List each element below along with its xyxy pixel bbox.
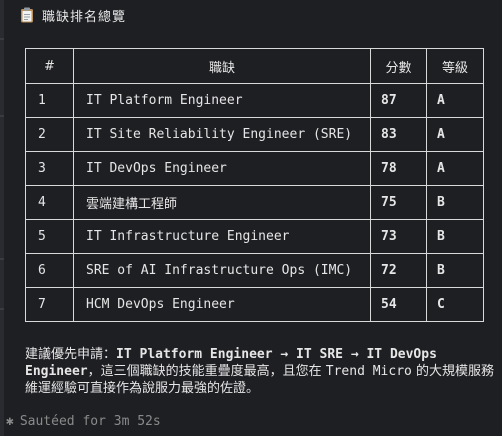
row-role: 雲端建構工程師 [73,185,371,220]
recommendation-text: 建議優先申請：IT Platform Engineer → IT SRE → I… [25,346,495,397]
section-header: 職缺排名總覽 [20,4,126,26]
table-row: 3 IT DevOps Engineer 78 A [25,151,484,186]
table-row: 7 HCM DevOps Engineer 54 C [25,287,484,322]
row-number: 1 [25,83,74,118]
edge-tick [0,258,4,260]
column-header-grade: 等級 [426,48,484,84]
column-header-role: 職缺 [73,48,371,84]
row-number: 4 [25,185,74,220]
edge-tick [0,38,4,40]
table-row: 2 IT Site Reliability Engineer (SRE) 83 … [25,117,484,152]
row-grade: A [426,117,484,152]
row-role: IT Site Reliability Engineer (SRE) [73,117,371,152]
status-text: Sautéed for 3m 52s [19,414,161,429]
row-number: 5 [25,219,74,254]
table-row: 4 雲端建構工程師 75 B [25,185,484,220]
status-footer: ✱ Sautéed for 3m 52s [6,414,161,429]
row-number: 3 [25,151,74,186]
row-score: 72 [370,253,427,288]
edge-tick [0,115,4,117]
row-role: IT Platform Engineer [73,83,371,118]
row-grade: C [426,287,484,322]
recommendation-path: IT Platform Engineer → IT SRE → IT DevOp… [25,347,437,379]
row-grade: B [426,219,484,254]
row-number: 6 [25,253,74,288]
row-role: IT DevOps Engineer [73,151,371,186]
row-role: IT Infrastructure Engineer [73,219,371,254]
table-header-row: # 職缺 分數 等級 [25,48,484,84]
section-title: 職缺排名總覽 [42,9,127,25]
row-score: 87 [370,83,427,118]
row-grade: A [426,151,484,186]
edge-tick [0,308,4,310]
row-grade: B [426,185,484,220]
row-number: 7 [25,287,74,322]
table-row: 1 IT Platform Engineer 87 A [25,83,484,118]
row-grade: A [426,83,484,118]
row-grade: B [426,253,484,288]
row-number: 2 [25,117,74,152]
recommendation-company: Trend Micro [325,364,412,379]
recommendation-suffix-2: 的大規模服務維運經驗可直接作為說服力最強的佐證。 [25,364,494,396]
row-score: 75 [370,185,427,220]
row-score: 54 [370,287,427,322]
recommendation-suffix-1: ，這三個職缺的技能重疊度最高，且您在 [87,364,326,379]
left-edge-bar [0,0,4,436]
row-score: 83 [370,117,427,152]
column-header-score: 分數 [370,48,427,84]
clipboard-icon [20,7,34,23]
row-role: SRE of AI Infrastructure Ops (IMC) [73,253,371,288]
row-score: 73 [370,219,427,254]
column-header-number: # [25,48,74,84]
table-row: 5 IT Infrastructure Engineer 73 B [25,219,484,254]
job-ranking-table: # 職缺 分數 等級 1 IT Platform Engineer 87 A 2… [25,48,484,322]
row-score: 78 [370,151,427,186]
row-role: HCM DevOps Engineer [73,287,371,322]
asterisk-icon: ✱ [6,414,14,429]
recommendation-prefix: 建議優先申請： [25,347,117,362]
table-row: 6 SRE of AI Infrastructure Ops (IMC) 72 … [25,253,484,288]
